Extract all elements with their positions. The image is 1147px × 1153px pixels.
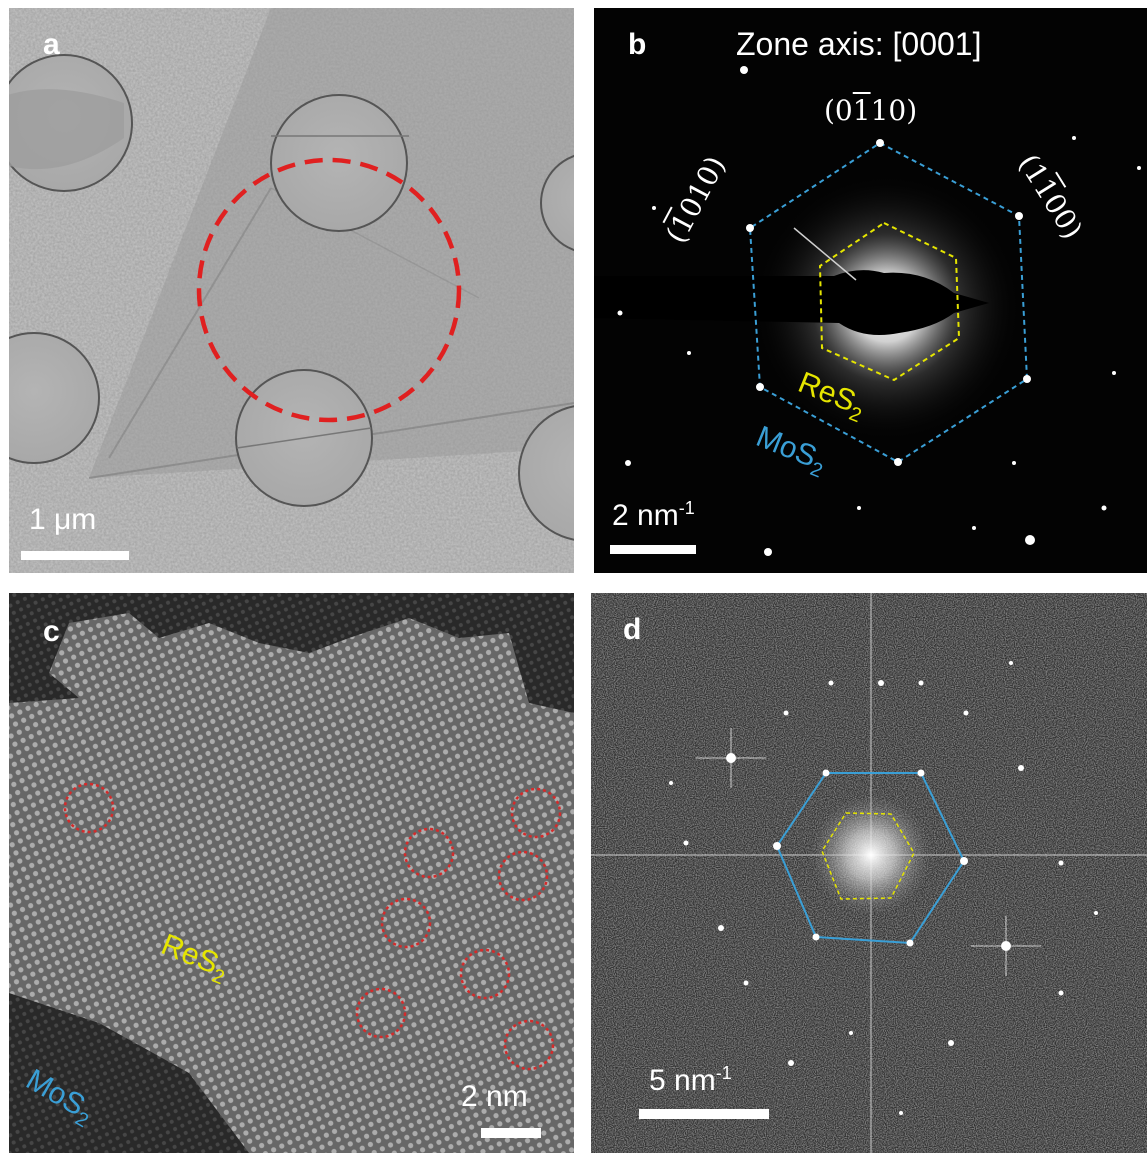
support-hole — [9, 54, 133, 192]
panel-c-scale-bar-text: 2 nm — [461, 1080, 528, 1113]
panel-c-label: c — [43, 615, 60, 648]
panel-c-scale-bar — [481, 1128, 541, 1138]
red-dashed-circle — [196, 157, 462, 423]
panel-a-tem-image: a 1 μm — [9, 8, 574, 573]
miller-index-top-bar: 1 — [852, 94, 871, 127]
res2-hexagon — [818, 221, 961, 382]
defect-circle — [380, 897, 432, 949]
panel-b-scale-base: 2 nm — [612, 499, 679, 532]
support-hole — [540, 154, 574, 252]
defect-circle — [459, 948, 511, 1000]
panel-d-scale-bar-text: 5 nm-1 — [649, 1063, 732, 1098]
defect-circle — [510, 787, 562, 839]
dark-region-top — [9, 593, 574, 713]
miller-index-top-pre: (0 — [824, 94, 853, 127]
defect-circle — [63, 782, 115, 834]
miller-index-top-post: 10) — [870, 94, 918, 127]
defect-circle — [355, 987, 407, 1039]
support-hole — [9, 332, 100, 464]
panel-a-scale-bar-text: 1 μm — [29, 503, 97, 536]
flake-triangle — [89, 8, 574, 478]
dark-region-bottom — [9, 993, 249, 1153]
zone-axis-label: Zone axis: [0001] — [736, 26, 982, 62]
defect-circle — [503, 1019, 555, 1071]
panel-b-scale-bar — [610, 545, 696, 554]
miller-index-top: (0110) — [824, 94, 917, 127]
panel-b-scale-sup: -1 — [678, 498, 695, 518]
support-hole — [518, 405, 574, 541]
res2-hexagon-fft — [821, 812, 915, 900]
panel-d-fft: d 5 nm-1 — [591, 593, 1147, 1153]
panel-d-scale-sup: -1 — [715, 1063, 732, 1083]
panel-b-scale-bar-text: 2 nm-1 — [612, 498, 695, 533]
panel-a-scale-bar — [21, 551, 129, 560]
beam-stopper — [594, 270, 989, 336]
panel-a-label: a — [43, 28, 60, 61]
panel-d-scale-bar — [639, 1109, 769, 1119]
panel-b-label: b — [628, 28, 647, 61]
panel-b-diffraction: b Zone axis: [0001] (0110) (1010) (1100)… — [594, 8, 1147, 573]
panel-c-stem-image: c ReS2 MoS2 2 nm — [9, 593, 574, 1153]
defect-circle — [497, 850, 549, 902]
support-hole — [270, 94, 409, 232]
defect-circle — [403, 827, 455, 879]
panel-d-label: d — [623, 613, 642, 646]
panel-d-scale-base: 5 nm — [649, 1064, 716, 1097]
support-hole — [235, 369, 373, 507]
